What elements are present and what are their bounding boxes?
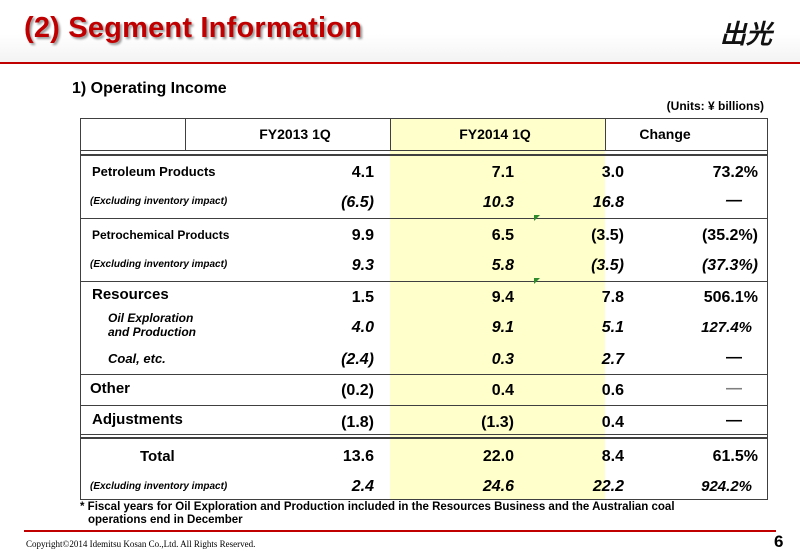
header-divider: [390, 118, 391, 150]
fy2014-highlight: [390, 118, 605, 500]
row-rule: [80, 434, 768, 435]
footnote-line-2: operations end in December: [88, 514, 243, 526]
value-change: 22.2: [592, 478, 624, 495]
value-fy2014: 9.1: [491, 319, 514, 336]
value-fy2014: 6.5: [491, 227, 514, 244]
row-rule: [80, 374, 768, 375]
value-fy2014: 24.6: [482, 478, 514, 495]
value-change-pct: ―: [726, 380, 742, 397]
value-fy2013: 9.3: [351, 257, 374, 274]
row-label: (Excluding inventory impact): [90, 259, 228, 270]
header-rule: [80, 154, 768, 156]
value-change-pct: 61.5%: [712, 448, 758, 465]
value-fy2013: 13.6: [342, 448, 374, 465]
row-label-total: Total: [140, 448, 175, 465]
row-label: Petrochemical Products: [92, 228, 230, 242]
title-bar: (2) Segment Information 出光: [0, 0, 800, 64]
value-change-pct: 73.2%: [712, 164, 758, 181]
value-change: 0.4: [601, 414, 624, 431]
value-fy2014: 22.0: [482, 448, 514, 465]
value-change-pct: ―: [726, 192, 742, 209]
value-fy2013: (0.2): [341, 382, 374, 399]
value-fy2014: (1.3): [481, 414, 514, 431]
value-fy2013: 2.4: [351, 478, 374, 495]
header-divider: [185, 118, 186, 150]
page-title: (2) Segment Information: [24, 12, 363, 44]
value-change-pct: 127.4%: [701, 319, 752, 336]
row-label: (Excluding inventory impact): [90, 481, 228, 492]
footnote: * Fiscal years for Oil Exploration and P…: [80, 501, 770, 527]
value-fy2014: 0.3: [491, 351, 514, 368]
value-change: 8.4: [601, 448, 624, 465]
value-change-pct: (37.3%): [701, 257, 758, 274]
copyright: Copyright©2014 Idemitsu Kosan Co.,Ltd. A…: [26, 539, 256, 549]
value-fy2013: 4.1: [351, 164, 374, 181]
value-fy2014: 5.8: [491, 257, 514, 274]
row-label: Coal, etc.: [108, 351, 166, 366]
header-fy2013: FY2013 1Q: [259, 126, 331, 142]
value-fy2014: 7.1: [491, 164, 514, 181]
value-change: 5.1: [601, 319, 624, 336]
corner-mark-icon: [534, 278, 540, 284]
value-fy2014: 10.3: [482, 194, 514, 211]
value-change-pct: ―: [726, 349, 742, 366]
value-change-pct: 924.2%: [701, 478, 752, 495]
value-fy2013: 1.5: [351, 289, 374, 306]
value-fy2013: 4.0: [351, 319, 374, 336]
value-change-pct: 506.1%: [703, 289, 758, 306]
footnote-line-1: * Fiscal years for Oil Exploration and P…: [80, 501, 675, 513]
operating-income-table: FY2013 1Q FY2014 1Q Change Petroleum Pro…: [80, 118, 768, 500]
row-rule: [80, 281, 768, 282]
row-label: Petroleum Products: [92, 164, 216, 179]
header-divider: [605, 118, 606, 150]
value-change-pct: (35.2%): [701, 227, 758, 244]
value-change: (3.5): [591, 227, 624, 244]
value-fy2014: 0.4: [491, 382, 514, 399]
row-rule: [80, 437, 768, 439]
row-label: Resources: [92, 286, 169, 303]
value-fy2013: (1.8): [341, 414, 374, 431]
header-fy2014: FY2014 1Q: [459, 126, 531, 142]
value-fy2013: (6.5): [341, 194, 374, 211]
units-label: (Units: ¥ billions): [666, 99, 764, 113]
row-label-continued: and Production: [108, 325, 196, 339]
value-fy2013: 9.9: [351, 227, 374, 244]
value-change: 3.0: [601, 164, 624, 181]
idemitsu-logo: 出光: [720, 20, 775, 50]
corner-mark-icon: [534, 215, 540, 221]
header-rule: [80, 150, 768, 151]
header-change: Change: [639, 126, 691, 142]
value-change: 7.8: [601, 289, 624, 306]
value-change: 2.7: [601, 351, 624, 368]
value-change-pct: ―: [726, 412, 742, 429]
row-label: (Excluding inventory impact): [90, 196, 228, 207]
value-change: 0.6: [601, 382, 624, 399]
footer-rule: [24, 530, 776, 532]
row-rule: [80, 405, 768, 406]
value-fy2013: (2.4): [341, 351, 374, 368]
row-label: Other: [90, 380, 131, 397]
table-frame: [80, 118, 768, 500]
section-subtitle: 1) Operating Income: [72, 80, 227, 97]
page-number: 6: [774, 532, 784, 551]
row-rule: [80, 218, 768, 219]
value-change: 16.8: [592, 194, 624, 211]
row-label: Oil Exploration: [108, 311, 194, 325]
value-fy2014: 9.4: [491, 289, 514, 306]
value-change: (3.5): [591, 257, 624, 274]
row-label: Adjustments: [92, 411, 183, 428]
svg-text:出光: 出光: [720, 20, 775, 50]
